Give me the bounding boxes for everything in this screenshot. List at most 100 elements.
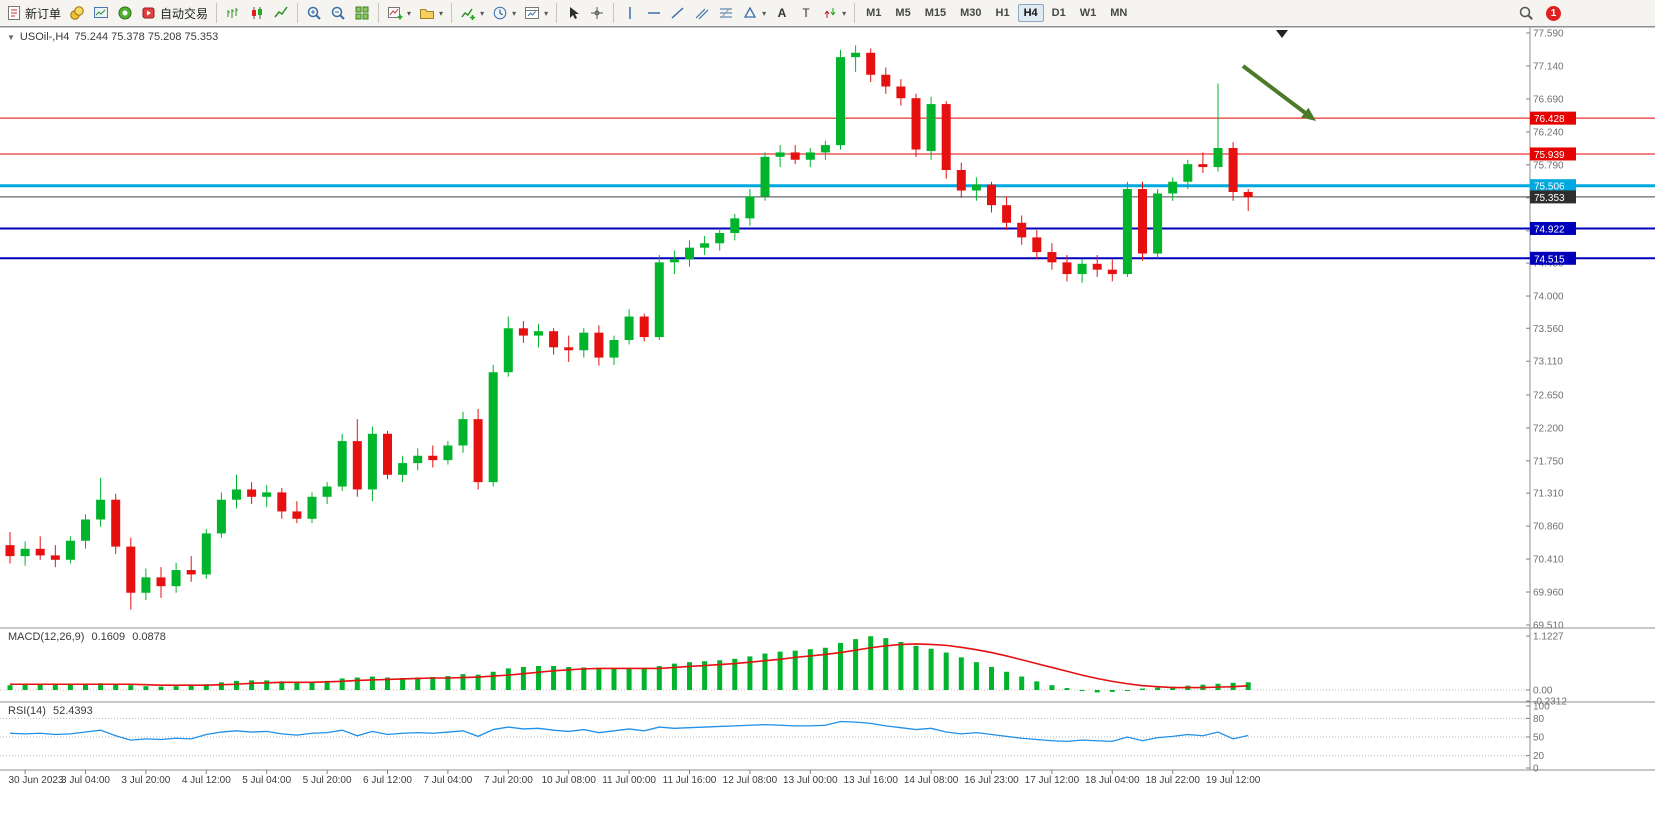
level-lines[interactable] xyxy=(0,117,1655,260)
zoom-in-button[interactable] xyxy=(302,1,326,25)
profiles-icon xyxy=(419,5,435,21)
candles-layer[interactable] xyxy=(5,45,1253,610)
horizontal-line-button[interactable] xyxy=(642,1,666,25)
toolbar-separator xyxy=(854,3,856,23)
tile-windows-button[interactable] xyxy=(350,1,374,25)
timeframe-m15[interactable]: M15 xyxy=(924,7,947,19)
toolbar-buttons-group: 新订单 自动交易 ▾ ▾ ▾ ▾ ▾ ▾ A T ▾ M1 M5 M15 M30 H1 H4 D1 W1 MN xyxy=(2,0,1134,26)
bar-chart-button[interactable] xyxy=(221,1,245,25)
timeframe-w1[interactable]: W1 xyxy=(1079,7,1097,19)
cursor-icon xyxy=(565,5,581,21)
svg-text:18 Jul 22:00: 18 Jul 22:00 xyxy=(1145,775,1200,786)
indicators-button[interactable]: ▾ xyxy=(456,1,488,25)
svg-text:5 Jul 04:00: 5 Jul 04:00 xyxy=(242,775,291,786)
svg-text:4 Jul 12:00: 4 Jul 12:00 xyxy=(182,775,231,786)
svg-text:13 Jul 16:00: 13 Jul 16:00 xyxy=(843,775,898,786)
svg-text:10 Jul 08:00: 10 Jul 08:00 xyxy=(541,775,596,786)
hline-icon xyxy=(646,5,662,21)
market-watch-button[interactable] xyxy=(89,1,113,25)
dropdown-arrow-icon[interactable]: ▾ xyxy=(762,8,767,18)
dropdown-arrow-icon[interactable]: ▾ xyxy=(842,8,847,18)
annotation-arrow[interactable] xyxy=(1241,64,1316,121)
rsi-name: RSI(14) xyxy=(8,705,46,717)
svg-text:6 Jul 12:00: 6 Jul 12:00 xyxy=(363,775,412,786)
svg-text:71.310: 71.310 xyxy=(1533,489,1564,500)
timeframe-m5[interactable]: M5 xyxy=(895,7,911,19)
svg-text:72.650: 72.650 xyxy=(1533,390,1564,401)
text-icon: A xyxy=(774,5,790,21)
text-button[interactable]: A xyxy=(770,1,794,25)
crosshair-icon xyxy=(589,5,605,21)
timeframe-m1[interactable]: M1 xyxy=(866,7,882,19)
dropdown-arrow-icon[interactable]: ▾ xyxy=(439,8,444,18)
trendline-button[interactable] xyxy=(666,1,690,25)
fibo-icon xyxy=(718,5,734,21)
toolbar: 新订单 自动交易 ▾ ▾ ▾ ▾ ▾ ▾ A T ▾ M1 M5 M15 M30 H1 H4 D1 W1 MN 1 xyxy=(0,0,1655,27)
dropdown-arrow-icon[interactable]: ▾ xyxy=(512,8,517,18)
timeframe-h1[interactable]: H1 xyxy=(995,7,1010,19)
svg-text:73.110: 73.110 xyxy=(1533,357,1563,368)
svg-text:3 Jul 20:00: 3 Jul 20:00 xyxy=(121,775,170,786)
one-click-trading-toggle[interactable]: ▼ xyxy=(7,32,15,42)
indicators-icon xyxy=(460,5,476,21)
cursor-button[interactable] xyxy=(561,1,585,25)
label-button[interactable]: T xyxy=(794,1,818,25)
timeframe-m30[interactable]: M30 xyxy=(960,7,982,19)
arrows-icon xyxy=(822,5,838,21)
svg-text:30 Jun 2023: 30 Jun 2023 xyxy=(8,775,63,786)
new-order-button[interactable]: 新订单 xyxy=(2,1,65,25)
shapes-button[interactable]: ▾ xyxy=(738,1,770,25)
svg-text:19 Jul 12:00: 19 Jul 12:00 xyxy=(1206,775,1261,786)
svg-text:76.428: 76.428 xyxy=(1534,114,1565,125)
chart-shift-marker[interactable] xyxy=(1276,30,1288,38)
notification-badge[interactable]: 1 xyxy=(1546,5,1561,21)
search-icon xyxy=(1518,5,1534,21)
svg-text:77.140: 77.140 xyxy=(1533,61,1564,72)
svg-text:77.590: 77.590 xyxy=(1533,29,1564,40)
auto-trading-button-label: 自动交易 xyxy=(160,6,209,21)
line-chart-button[interactable] xyxy=(269,1,293,25)
svg-text:73.560: 73.560 xyxy=(1533,324,1564,335)
timeframe-d1[interactable]: D1 xyxy=(1051,7,1066,19)
svg-text:75.506: 75.506 xyxy=(1534,182,1565,193)
templates-button[interactable]: ▾ xyxy=(520,1,552,25)
auto-trading-icon xyxy=(141,5,157,21)
new-chart-button[interactable]: ▾ xyxy=(383,1,415,25)
macd-name: MACD(12,26,9) xyxy=(8,631,85,643)
dropdown-arrow-icon[interactable]: ▾ xyxy=(480,8,485,18)
tile-windows-icon xyxy=(354,5,370,21)
candle-chart-button[interactable] xyxy=(245,1,269,25)
channel-button[interactable] xyxy=(690,1,714,25)
dropdown-arrow-icon[interactable]: ▾ xyxy=(544,8,549,18)
auto-trading-button[interactable]: 自动交易 xyxy=(137,1,212,25)
toolbar-separator xyxy=(556,3,558,23)
svg-text:50: 50 xyxy=(1533,733,1545,744)
toolbar-right-group: 1 xyxy=(1514,1,1561,25)
toolbar-separator xyxy=(451,3,453,23)
fibonacci-button[interactable] xyxy=(714,1,738,25)
svg-text:3 Jul 04:00: 3 Jul 04:00 xyxy=(61,775,110,786)
svg-text:0: 0 xyxy=(1533,764,1539,775)
timeframe-h4[interactable]: H4 xyxy=(1017,4,1044,22)
search-button[interactable] xyxy=(1514,1,1538,25)
zoom-out-button[interactable] xyxy=(326,1,350,25)
data-window-button[interactable] xyxy=(113,1,137,25)
profiles-button[interactable]: ▾ xyxy=(415,1,447,25)
svg-text:17 Jul 12:00: 17 Jul 12:00 xyxy=(1025,775,1080,786)
symbol-period-label: USOil-,H4 xyxy=(19,31,70,43)
market-watch-icon xyxy=(93,5,109,21)
macd-panel[interactable]: 1.1227 0.00-0.2312 xyxy=(0,632,1567,708)
periods-button[interactable]: ▾ xyxy=(488,1,520,25)
rsi-value: 52.4393 xyxy=(52,705,93,717)
coins-button[interactable] xyxy=(65,1,89,25)
svg-text:74.922: 74.922 xyxy=(1534,224,1565,235)
crosshair-button[interactable] xyxy=(585,1,609,25)
arrows-button[interactable]: ▾ xyxy=(818,1,850,25)
svg-text:74.515: 74.515 xyxy=(1534,254,1565,265)
timeframe-mn[interactable]: MN xyxy=(1110,7,1128,19)
dropdown-arrow-icon[interactable]: ▾ xyxy=(407,8,412,18)
vertical-line-button[interactable] xyxy=(618,1,642,25)
